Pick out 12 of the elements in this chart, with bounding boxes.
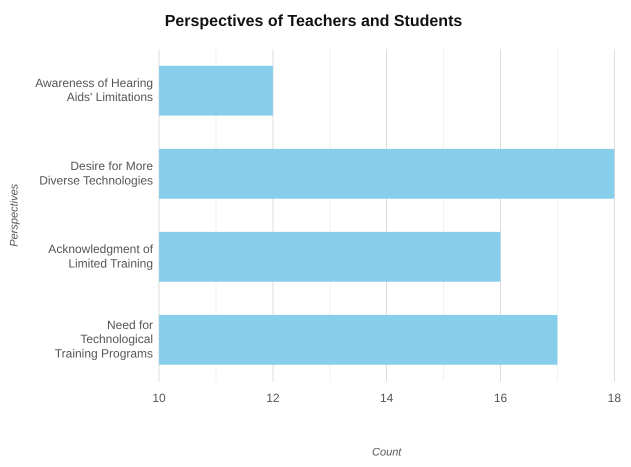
x-tick-label: 12 [266, 390, 280, 405]
x-axis-title: Count [372, 446, 402, 458]
chart-title: Perspectives of Teachers and Students [164, 13, 462, 30]
y-tick-label: Acknowledgment of Limited Training [48, 242, 154, 270]
x-tick-label: 10 [152, 390, 166, 405]
x-tick-label: 14 [380, 390, 394, 405]
x-tick-label: 16 [494, 390, 508, 405]
x-tick-label: 18 [608, 390, 622, 405]
y-tick-label: Desire for More Diverse Technologies [39, 158, 154, 188]
y-tick-label: Awareness of Hearing Aids' Limitations [35, 76, 154, 104]
y-axis-title: Perspectives [8, 183, 21, 247]
y-tick-label: Need for Technological Training Programs [54, 318, 154, 361]
